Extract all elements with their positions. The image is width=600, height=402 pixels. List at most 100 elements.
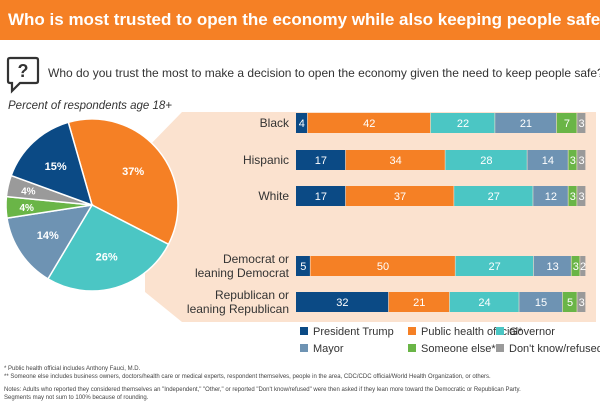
bar-segment-don-t-know-refused-white [577,186,586,206]
bar-segment-mayor-hispanic [527,150,568,170]
bar-segment-public-health-official-black [307,113,431,133]
bar-category-hispanic: Hispanic [243,153,289,167]
bar-category-republican-or-leaning-republican: Republican or leaning Republican [187,288,289,316]
bar-segment-don-t-know-refused-hispanic [577,150,586,170]
title-banner: Who is most trusted to open the economy … [0,0,600,40]
bar-label-president-trump-white: 17 [315,191,327,203]
legend-item-mayor: Mayor [300,343,344,355]
bar-label-mayor-hispanic: 14 [542,155,554,167]
pie-slice-governor [46,204,170,292]
bar-label-mayor-black: 21 [520,118,532,130]
legend-item-governor: Governor [496,326,555,338]
legend-swatch [300,327,308,335]
bar-segment-don-t-know-refused-republican-or-leaning-republican [577,292,586,312]
question-bubble-icon: ? [6,56,40,94]
footnote-someone-else: ** Someone else includes business owners… [4,374,491,380]
bar-label-don-t-know-refused-hispanic: 3 [579,155,585,167]
bar-segment-someone-else-republican-or-leaning-republican [562,292,577,312]
survey-question: Who do you trust the most to make a deci… [48,66,600,80]
bar-label-governor-white: 27 [488,191,500,203]
pie-label-someone-else: 4% [19,203,34,214]
pie-chart: 37% 26% 14% 4% 4% 15% [5,118,179,292]
legend-label: President Trump [313,326,394,338]
legend-label: Someone else** [421,343,500,355]
legend-label: Mayor [313,343,344,355]
bar-label-someone-else-black: 7 [564,118,570,130]
bar-label-mayor-democrat-or-leaning-democrat: 13 [547,261,559,273]
bar-label-someone-else-white: 3 [570,191,576,203]
footnotes: * Public health official includes Anthon… [4,365,596,402]
pie-label-trump: 15% [45,161,67,173]
bar-label-mayor-republican-or-leaning-republican: 15 [535,297,547,309]
bar-label-president-trump-republican-or-leaning-republican: 32 [336,297,348,309]
bar-segment-public-health-official-democrat-or-leaning-democrat [310,256,455,276]
legend-swatch [408,344,416,352]
svg-text:?: ? [18,61,29,81]
bar-segment-public-health-official-hispanic [345,150,445,170]
bar-segment-president-trump-democrat-or-leaning-democrat [296,256,310,276]
pie-label-dont-know: 4% [21,187,36,198]
legend-label: Governor [509,326,555,338]
bar-label-public-health-official-black: 42 [363,118,375,130]
bar-segment-president-trump-white [296,186,346,206]
bar-label-someone-else-republican-or-leaning-republican: 5 [567,297,573,309]
legend: President Trump Public health official* Go… [300,326,600,360]
bar-segment-someone-else-democrat-or-leaning-democrat [571,256,580,276]
pie-label-governor: 26% [96,251,118,263]
legend-swatch [300,344,308,352]
bar-label-public-health-official-republican-or-leaning-republican: 21 [413,297,425,309]
bar-segment-someone-else-hispanic [568,150,577,170]
legend-item-don-t-know-refused: Don't know/refused [496,343,600,355]
bar-segment-public-health-official-white [345,186,454,206]
bar-label-governor-black: 22 [457,118,469,130]
bar-category-white: White [258,189,289,203]
bar-label-someone-else-democrat-or-leaning-democrat: 3 [573,261,579,273]
page-title: Who is most trusted to open the economy … [8,10,600,29]
bar-label-governor-hispanic: 28 [480,155,492,167]
footnote-rounding: Segments may not sum to 100% because of … [4,395,149,401]
legend-swatch [496,344,504,352]
bar-segment-mayor-democrat-or-leaning-democrat [533,256,571,276]
legend-swatch [496,327,504,335]
bar-category-black: Black [260,116,290,130]
pie-slice-trump [10,121,94,207]
bar-segment-president-trump-republican-or-leaning-republican [296,292,389,312]
bar-label-president-trump-hispanic: 17 [315,155,327,167]
bar-label-public-health-official-democrat-or-leaning-democrat: 50 [377,261,389,273]
bar-segment-governor-democrat-or-leaning-democrat [455,256,534,276]
bar-label-president-trump-democrat-or-leaning-democrat: 5 [300,261,306,273]
bar-segment-public-health-official-republican-or-leaning-republican [388,292,450,312]
bar-label-governor-democrat-or-leaning-democrat: 27 [489,261,501,273]
pie-slice-mayor [6,204,94,280]
bar-segment-governor-white [454,186,533,206]
bar-segment-president-trump-black [296,113,308,133]
bar-label-mayor-white: 12 [545,191,557,203]
bar-label-don-t-know-refused-democrat-or-leaning-democrat: 2 [580,261,586,273]
bar-segment-mayor-black [495,113,557,133]
bar-segment-mayor-white [533,186,568,206]
legend-label: Don't know/refused [509,343,600,355]
footnote-public-health: * Public health official includes Anthon… [4,366,141,372]
bar-label-don-t-know-refused-black: 3 [579,118,585,130]
bar-segment-governor-black [430,113,495,133]
pie-slice-public-health [67,118,179,246]
bar-label-public-health-official-white: 37 [394,191,406,203]
chart-subtitle: Percent of respondents age 18+ [8,100,172,112]
bar-label-don-t-know-refused-republican-or-leaning-republican: 3 [579,297,585,309]
legend-item-president-trump: President Trump [300,326,394,338]
callout-panel [145,112,596,322]
bar-label-don-t-know-refused-white: 3 [579,191,585,203]
bar-segment-governor-hispanic [445,150,527,170]
bar-segment-someone-else-black [556,113,577,133]
bar-category-democrat-or-leaning-democrat: Democrat or leaning Democrat [195,252,290,280]
legend-swatch [408,327,416,335]
legend-item-someone-else: Someone else** [408,343,500,355]
footnote-notes: Notes: Adults who reported they consider… [4,387,521,393]
bar-segment-someone-else-white [568,186,577,206]
pie-label-mayor: 14% [37,230,59,242]
bar-label-public-health-official-hispanic: 34 [389,155,401,167]
bar-segment-president-trump-hispanic [296,150,346,170]
bar-label-someone-else-hispanic: 3 [570,155,576,167]
